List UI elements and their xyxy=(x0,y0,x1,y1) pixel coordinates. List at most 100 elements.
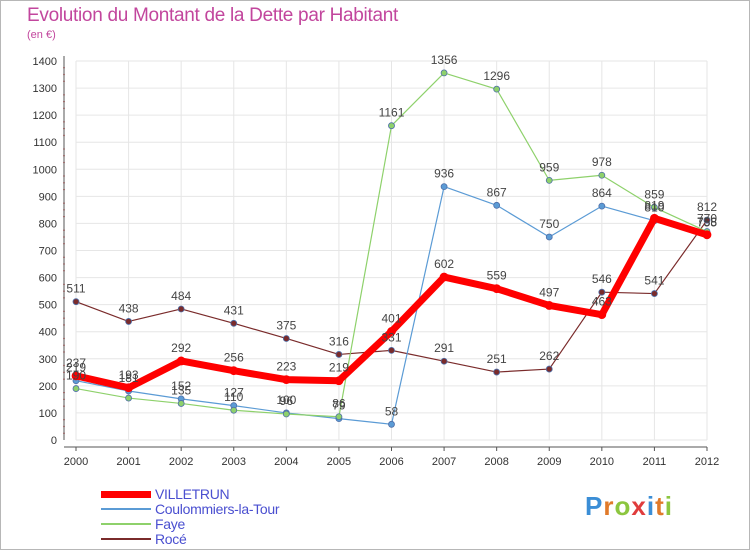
data-label-faye: 959 xyxy=(539,160,559,174)
data-point-faye xyxy=(335,413,343,421)
data-label-villetrun: 559 xyxy=(487,269,507,283)
data-label-coulommiers-la-tour: 750 xyxy=(539,217,559,231)
data-label-villetrun: 497 xyxy=(539,285,559,299)
legend-swatch xyxy=(101,490,151,498)
data-label-faye: 1161 xyxy=(379,106,405,120)
legend-label: VILLETRUN xyxy=(155,486,230,502)
data-point-roce xyxy=(493,368,501,376)
y-tick-label: 1000 xyxy=(33,164,57,176)
x-tick-label: 2001 xyxy=(116,456,140,468)
data-point-roce xyxy=(282,335,290,342)
data-label-villetrun: 401 xyxy=(381,311,401,325)
data-label-faye: 110 xyxy=(224,390,243,404)
logo-letter: t xyxy=(655,491,665,521)
legend-swatch xyxy=(101,523,151,525)
legend-swatch xyxy=(101,538,151,540)
y-tick-label: 1400 xyxy=(33,56,57,68)
data-point-faye xyxy=(388,122,395,130)
data-point-roce xyxy=(177,305,185,313)
data-point-faye xyxy=(598,171,606,179)
data-label-coulommiers-la-tour: 127 xyxy=(224,386,244,400)
data-point-villetrun xyxy=(176,356,186,366)
data-label-faye: 96 xyxy=(280,394,294,408)
data-point-villetrun xyxy=(334,376,344,386)
x-tick-label: 2012 xyxy=(695,456,719,468)
data-label-coulommiers-la-tour: 864 xyxy=(592,186,612,200)
data-label-coulommiers-la-tour: 867 xyxy=(487,185,507,199)
x-tick-label: 2005 xyxy=(327,456,351,468)
data-label-villetrun: 256 xyxy=(224,351,244,365)
y-tick-label: 100 xyxy=(39,408,57,420)
data-label-faye: 770 xyxy=(697,212,717,226)
y-tick-label: 0 xyxy=(51,435,57,447)
data-labels: 511 438 484 431 375 316 331 291 251 262 546 541 812 2… xyxy=(66,53,717,418)
y-tick-label: 500 xyxy=(39,300,57,312)
proxiti-logo: Proxiti xyxy=(585,491,673,522)
data-point-villetrun xyxy=(71,371,81,381)
data-label-roce: 316 xyxy=(329,334,349,348)
y-tick-label: 800 xyxy=(39,218,57,230)
data-label-coulommiers-la-tour: 181 xyxy=(119,371,139,385)
data-label-faye: 859 xyxy=(644,187,664,201)
data-label-faye: 1296 xyxy=(483,69,510,83)
data-point-roce xyxy=(545,365,553,373)
data-point-coulommiers-la-tour xyxy=(440,183,448,191)
y-tick-label: 600 xyxy=(39,273,57,285)
data-label-faye: 190 xyxy=(66,369,86,383)
data-label-roce: 438 xyxy=(119,301,139,315)
legend-item: VILLETRUN xyxy=(101,486,361,502)
chart-title: Evolution du Montant de la Dette par Hab… xyxy=(27,5,398,26)
data-label-villetrun: 219 xyxy=(329,361,349,375)
data-point-roce xyxy=(125,318,132,325)
data-label-villetrun: 819 xyxy=(644,198,664,212)
data-point-villetrun xyxy=(124,383,133,393)
data-label-faye: 978 xyxy=(592,155,612,169)
y-tick-label: 700 xyxy=(39,246,57,258)
data-label-villetrun: 292 xyxy=(171,341,191,355)
data-point-villetrun xyxy=(229,366,239,376)
logo-letter: x xyxy=(631,491,647,521)
logo-letter: o xyxy=(614,491,632,521)
data-label-roce: 331 xyxy=(381,330,401,344)
data-point-roce xyxy=(335,351,343,358)
data-label-coulommiers-la-tour: 936 xyxy=(434,167,454,181)
x-tick-label: 2000 xyxy=(64,456,88,468)
data-point-faye xyxy=(493,85,501,93)
data-label-roce: 546 xyxy=(592,272,612,286)
data-point-roce xyxy=(388,346,395,354)
data-point-villetrun xyxy=(544,301,554,310)
legend-swatch xyxy=(101,508,151,510)
data-point-faye xyxy=(125,394,132,402)
data-point-roce xyxy=(72,298,80,306)
logo-letter: i xyxy=(646,491,656,521)
x-tick-label: 2010 xyxy=(590,456,614,468)
data-point-coulommiers-la-tour xyxy=(493,201,501,209)
data-point-villetrun xyxy=(650,213,659,223)
data-label-roce: 262 xyxy=(539,349,559,363)
y-tick-label: 1300 xyxy=(33,83,57,95)
data-label-faye: 135 xyxy=(171,383,191,397)
data-label-villetrun: 602 xyxy=(434,257,454,271)
legend-item: Coulommiers-la-Tour xyxy=(101,501,361,517)
data-label-coulommiers-la-tour: 755 xyxy=(697,216,717,230)
data-point-roce xyxy=(440,357,448,365)
x-tick-label: 2006 xyxy=(379,456,403,468)
data-point-faye xyxy=(545,176,553,184)
data-point-roce xyxy=(598,288,606,296)
data-point-villetrun xyxy=(439,272,449,282)
y-tick-label: 900 xyxy=(39,191,57,203)
data-label-villetrun: 758 xyxy=(697,215,717,229)
data-point-villetrun xyxy=(597,310,607,320)
data-label-coulommiers-la-tour: 100 xyxy=(276,393,296,407)
x-tick-label: 2009 xyxy=(537,456,561,468)
data-label-villetrun: 463 xyxy=(592,295,612,309)
grid-lines xyxy=(75,60,708,441)
data-point-faye xyxy=(282,410,290,418)
data-point-villetrun xyxy=(492,284,502,294)
data-point-coulommiers-la-tour xyxy=(598,202,606,210)
data-label-villetrun: 223 xyxy=(276,360,296,374)
data-point-faye xyxy=(440,69,448,77)
data-point-roce xyxy=(230,319,238,327)
